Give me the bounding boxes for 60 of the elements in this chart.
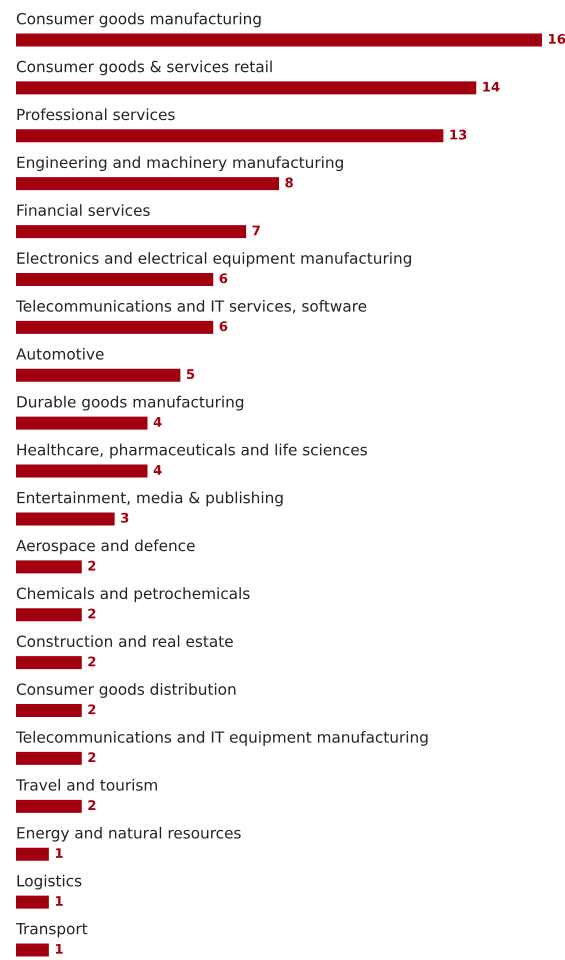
y-tick-label: Professional services	[18, 108, 175, 120]
data-label: 2	[88, 752, 96, 762]
y-tick-label: Telecommunications and IT services, software	[16, 300, 366, 314]
data-label: 1	[56, 944, 63, 954]
data-label: 8	[285, 178, 293, 188]
y-tick-label: Telecommunications and IT equipment manufacturing	[16, 731, 428, 746]
y-tick-label: Healthcare, pharmaceuticals and life sciences	[18, 444, 367, 458]
y-tick-label: Automotive	[16, 348, 104, 360]
y-tick-label: Financial services	[18, 204, 150, 216]
data-label: 14	[483, 82, 500, 92]
y-tick-label: Consumer goods & services retail	[16, 60, 272, 76]
bar	[16, 368, 180, 382]
bar	[16, 129, 444, 142]
data-label: 2	[88, 800, 96, 810]
y-tick-label: Electronics and electrical equipment manufacturing	[18, 252, 412, 267]
data-label: 6	[220, 321, 228, 332]
data-label: 6	[220, 273, 228, 284]
bar	[16, 81, 476, 94]
y-tick-label: Consumer goods distribution	[16, 683, 236, 698]
y-tick-label: Entertainment, media & publishing	[18, 492, 283, 506]
bar	[16, 34, 542, 46]
bar	[16, 944, 49, 956]
data-label: 2	[88, 704, 96, 714]
y-tick-label: Consumer goods manufacturing	[16, 12, 261, 28]
data-label: 13	[450, 130, 466, 140]
y-tick-label: Engineering and machinery manufacturing	[18, 156, 343, 172]
data-label: 2	[88, 608, 96, 618]
data-label: 3	[121, 512, 128, 523]
bar	[16, 848, 49, 861]
y-tick-label: Logistics	[18, 874, 82, 890]
data-label: 1	[56, 896, 63, 906]
y-tick-label: Durable goods manufacturing	[18, 396, 244, 411]
data-label: 4	[154, 465, 162, 475]
y-tick-label: Energy and natural resources	[18, 826, 241, 842]
bar	[16, 464, 148, 478]
data-label: 16	[549, 34, 565, 44]
bar	[16, 272, 214, 286]
bar	[16, 704, 82, 718]
y-tick-label: Construction and real estate	[16, 635, 233, 648]
bar	[16, 656, 82, 670]
data-label: 2	[88, 656, 96, 666]
bar	[16, 608, 82, 622]
bar	[16, 225, 246, 238]
bar	[16, 416, 148, 430]
data-label: 7	[252, 226, 260, 236]
bar	[16, 560, 82, 574]
bar	[16, 512, 115, 526]
y-tick-label: Aerospace and defence	[16, 539, 195, 554]
bar	[16, 177, 279, 190]
y-tick-label: Transport	[16, 923, 88, 938]
data-label: 4	[154, 417, 162, 427]
bar	[16, 896, 49, 909]
bar	[16, 800, 82, 813]
bar	[16, 752, 82, 765]
data-label: 1	[56, 848, 63, 858]
bar	[16, 320, 214, 334]
y-tick-label: Travel and tourism	[16, 778, 157, 791]
y-tick-label: Chemicals and petrochemicals	[16, 587, 250, 602]
data-label: 5	[186, 369, 194, 380]
data-label: 2	[88, 560, 96, 570]
